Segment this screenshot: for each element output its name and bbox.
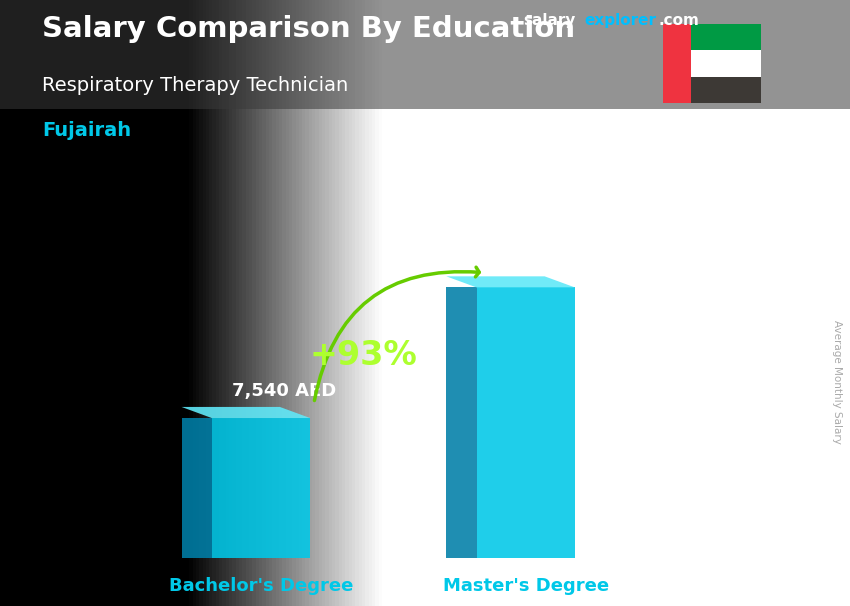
Polygon shape xyxy=(182,418,212,558)
Text: 14,600 AED: 14,600 AED xyxy=(530,254,657,273)
Text: +93%: +93% xyxy=(309,339,417,371)
Bar xyxy=(691,50,761,76)
FancyBboxPatch shape xyxy=(212,418,310,558)
Bar xyxy=(663,24,691,103)
Text: Salary Comparison By Education: Salary Comparison By Education xyxy=(42,15,575,43)
Text: .com: .com xyxy=(659,13,700,28)
Bar xyxy=(691,76,761,103)
Polygon shape xyxy=(182,407,310,418)
Text: salary: salary xyxy=(523,13,575,28)
Polygon shape xyxy=(446,276,575,287)
Text: Respiratory Therapy Technician: Respiratory Therapy Technician xyxy=(42,76,348,95)
Text: Fujairah: Fujairah xyxy=(42,121,132,140)
Text: Average Monthly Salary: Average Monthly Salary xyxy=(832,320,842,444)
Text: explorer: explorer xyxy=(584,13,656,28)
Text: 7,540 AED: 7,540 AED xyxy=(231,382,336,399)
FancyBboxPatch shape xyxy=(477,287,575,558)
Bar xyxy=(691,24,761,50)
Polygon shape xyxy=(446,287,477,558)
